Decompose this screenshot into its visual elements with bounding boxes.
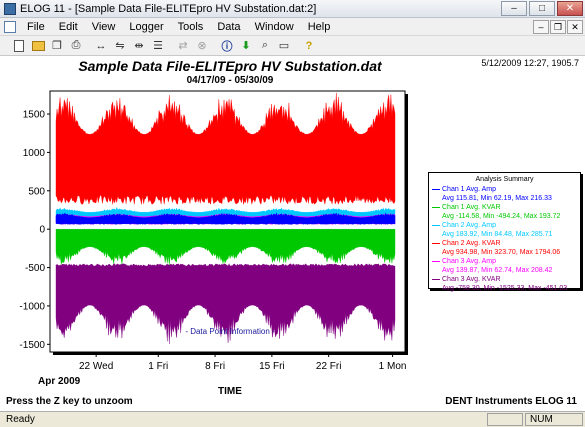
connect-icon[interactable]: ⇄ (178, 40, 188, 52)
y-tick-label: 500 (28, 186, 45, 197)
status-bar: Ready NUM (0, 411, 585, 427)
y-tick-label: -1500 (19, 340, 45, 351)
minimize-button[interactable]: – (501, 1, 527, 16)
print-icon[interactable]: ⎙ (71, 39, 81, 51)
legend-series-stats: Avg 115.81, Min 62.19, Max 216.33 (442, 195, 552, 202)
menu-window[interactable]: Window (254, 20, 294, 33)
window-title: ELOG 11 - [Sample Data File-ELITEpro HV … (20, 2, 317, 15)
menu-logger[interactable]: Logger (129, 20, 164, 33)
legend-series-name: Chan 1 Avg. Amp (432, 185, 577, 194)
menu-edit[interactable]: Edit (58, 20, 78, 33)
series-chan1-amp (55, 212, 396, 225)
x-tick-label: 15 Fri (259, 361, 285, 372)
x-tick-label: Apr 2009 (38, 376, 81, 387)
legend-series-name: Chan 2 Avg. KVAR (432, 239, 577, 248)
toolbar: ❐ ⎙ ↔ ⇋ ⇹ ☰ ⇄ ⊗ ⓘ ⬇ ⌕ ▭ ? (0, 36, 585, 56)
swap-icon[interactable]: ⇋ (115, 40, 125, 52)
download-icon[interactable]: ⬇ (241, 40, 251, 52)
menu-bar: File Edit View Logger Tools Data Window … (0, 18, 585, 36)
doc-restore-button[interactable]: ❐ (550, 20, 566, 34)
new-file-icon[interactable] (10, 38, 28, 54)
doc-minimize-button[interactable]: – (533, 20, 549, 34)
status-text: Ready (6, 414, 35, 425)
legend-series-name: Chan 2 Avg. Amp (432, 221, 577, 230)
maximize-button[interactable]: □ (529, 1, 555, 16)
x-tick-label: 8 Fri (205, 361, 225, 372)
legend-title: Analysis Summary (475, 176, 534, 183)
y-tick-label: -500 (25, 263, 45, 274)
menu-file[interactable]: File (27, 20, 45, 33)
logger-info-icon[interactable]: ⓘ (221, 40, 233, 53)
x-tick-label: 22 Wed (79, 361, 113, 372)
legend-series-stats: Avg -114.58, Min -494.24, Max 193.72 (442, 213, 561, 220)
num-lock-indicator: NUM (525, 413, 583, 426)
analysis-summary-legend[interactable]: Analysis Summary Chan 1 Avg. Amp Avg 115… (428, 172, 581, 292)
chart-title: Sample Data File-ELITEpro HV Substation.… (78, 58, 382, 74)
series-chan2-kvar (55, 92, 396, 205)
help-icon[interactable]: ? (305, 39, 313, 52)
stop-icon[interactable]: ⊗ (197, 40, 207, 52)
legend-series-name: Chan 3 Avg. KVAR (432, 275, 577, 284)
pan-horizontal-icon[interactable]: ↔ (95, 39, 107, 52)
legend-entry: Chan 3 Avg. Amp Avg 139.87, Min 62.74, M… (432, 257, 577, 275)
monitor-icon[interactable]: ▭ (278, 40, 290, 52)
legend-series-stats: Avg 139.87, Min 62.74, Max 208.42 (442, 267, 553, 274)
copy-icon[interactable]: ❐ (52, 40, 62, 52)
title-bar: ELOG 11 - [Sample Data File-ELITEpro HV … (0, 0, 585, 18)
zoom-icon[interactable]: ⌕ (261, 39, 269, 51)
document-window-controls: – ❐ ✕ (533, 20, 583, 34)
chart-date-range: 04/17/09 - 05/30/09 (186, 75, 274, 86)
series-chan1-kvar (55, 229, 396, 266)
legend-entry: Chan 3 Avg. KVAR Avg -758.30, Min -1525.… (432, 275, 577, 293)
data-point-information[interactable]: - Data Point Information - (185, 327, 275, 336)
legend-series-stats: Avg -758.30, Min -1525.33, Max -451.03 (442, 285, 568, 292)
app-icon (4, 2, 16, 15)
menu-view[interactable]: View (91, 20, 116, 33)
y-tick-label: 0 (39, 225, 45, 236)
y-tick-label: -1000 (19, 301, 45, 312)
close-button[interactable]: ✕ (557, 1, 583, 16)
x-tick-label: 22 Fri (316, 361, 342, 372)
legend-entry: Chan 2 Avg. KVAR Avg 934.98, Min 323.70,… (432, 239, 577, 257)
menu-data[interactable]: Data (217, 20, 241, 33)
chart-timestamp: 5/12/2009 12:27, 1905.7 (481, 58, 579, 68)
y-tick-label: 1000 (23, 148, 46, 159)
status-pane (487, 413, 523, 426)
document-icon[interactable] (4, 20, 16, 33)
x-tick-label: 1 Fri (148, 361, 168, 372)
legend-series-name: Chan 3 Avg. Amp (432, 257, 577, 266)
open-folder-icon[interactable] (29, 38, 47, 54)
x-axis-title: TIME (218, 386, 242, 397)
legend-entry: Chan 1 Avg. KVAR Avg -114.58, Min -494.2… (432, 203, 577, 221)
legend-series-stats: Avg 934.98, Min 323.70, Max 1794.06 (442, 249, 561, 256)
legend-series-stats: Avg 183.92, Min 84.48, Max 285.71 (442, 231, 553, 238)
legend-entry: Chan 2 Avg. Amp Avg 183.92, Min 84.48, M… (432, 221, 577, 239)
y-tick-label: 1500 (23, 110, 46, 121)
list-icon[interactable]: ☰ (153, 40, 163, 52)
menu-help[interactable]: Help (307, 20, 331, 33)
doc-close-button[interactable]: ✕ (567, 20, 583, 34)
menu-tools[interactable]: Tools (177, 20, 204, 33)
x-tick-label: 1 Mon (379, 361, 407, 372)
unzoom-hint: Press the Z key to unzoom (6, 396, 133, 407)
legend-entry: Chan 1 Avg. Amp Avg 115.81, Min 62.19, M… (432, 185, 577, 203)
window-controls: – □ ✕ (501, 1, 583, 16)
brand-label: DENT Instruments ELOG 11 (445, 396, 577, 407)
compress-icon[interactable]: ⇹ (134, 40, 144, 52)
legend-series-name: Chan 1 Avg. KVAR (432, 203, 577, 212)
